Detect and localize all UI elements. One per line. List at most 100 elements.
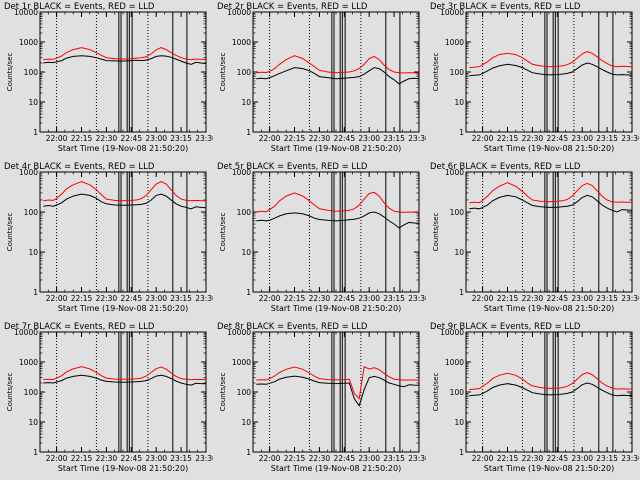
- x-tick-label: 23:15: [170, 134, 192, 143]
- x-tick-label: 22:15: [284, 454, 306, 463]
- chart-title: Det 9r BLACK = Events, RED = LLD: [430, 322, 581, 332]
- plot-frame: [465, 171, 633, 293]
- y-tick-label: 1000: [445, 38, 464, 47]
- x-axis-label: Start Time (19-Nov-08 21:50:20): [271, 144, 401, 153]
- y-tick-label: 1000: [19, 38, 38, 47]
- x-tick-label: 23:00: [358, 454, 380, 463]
- y-tick-label: 1: [459, 288, 464, 297]
- y-tick-label: 10: [28, 98, 38, 107]
- y-tick-label: 1000: [232, 168, 251, 177]
- x-tick-label: 22:00: [472, 134, 494, 143]
- x-tick-label: 23:00: [571, 134, 593, 143]
- y-tick-label: 10000: [440, 8, 464, 17]
- y-axis-label: Counts/sec: [432, 213, 440, 252]
- series-line-events: [469, 194, 633, 213]
- plot-frame: [252, 171, 420, 293]
- x-tick-label: 22:45: [120, 294, 142, 303]
- detector-panel-1: 1 10 100 1000 10000 22:00 22:15 22:30 22:45 23:00…: [0, 0, 213, 160]
- x-axis-label: Start Time (19-Nov-08 21:50:20): [271, 304, 401, 313]
- x-tick-label: 22:00: [46, 454, 68, 463]
- y-tick-label: 1: [246, 288, 251, 297]
- x-tick-label: 23:15: [170, 454, 192, 463]
- x-tick-label: 23:30: [195, 134, 213, 143]
- series-line-lld: [256, 191, 420, 213]
- y-tick-label: 10: [454, 248, 464, 257]
- detector-panel-5: 1 10 100 1000 22:00 22:15 22:30 22:45 23:00 23:15…: [213, 160, 426, 320]
- y-tick-label: 1: [33, 288, 38, 297]
- series-line-lld: [43, 180, 207, 202]
- series-line-events: [43, 55, 207, 65]
- x-tick-label: 23:00: [145, 134, 167, 143]
- y-tick-label: 100: [24, 68, 39, 77]
- y-tick-label: 100: [450, 208, 465, 217]
- x-axis-label: Start Time (19-Nov-08 21:50:20): [58, 464, 188, 473]
- x-tick-label: 23:00: [358, 134, 380, 143]
- y-tick-label: 1000: [19, 168, 38, 177]
- x-tick-label: 23:30: [408, 134, 426, 143]
- y-tick-label: 10000: [14, 328, 38, 337]
- detector-chart-svg: 1 10 100 1000 22:00 22:15 22:30 22:45 23:00 23:15…: [430, 162, 639, 313]
- y-tick-label: 10: [241, 98, 251, 107]
- x-tick-label: 23:15: [596, 454, 618, 463]
- y-tick-label: 10: [241, 418, 251, 427]
- x-tick-label: 23:00: [571, 454, 593, 463]
- y-tick-label: 100: [237, 68, 252, 77]
- x-axis-label: Start Time (19-Nov-08 21:50:20): [271, 464, 401, 473]
- series-line-lld: [256, 55, 420, 74]
- y-tick-label: 10000: [440, 328, 464, 337]
- y-tick-label: 1: [459, 128, 464, 137]
- chart-title: Det 2r BLACK = Events, RED = LLD: [217, 2, 368, 12]
- x-tick-label: 23:00: [145, 454, 167, 463]
- series-line-events: [256, 211, 420, 229]
- x-tick-label: 22:00: [472, 294, 494, 303]
- detector-chart-svg: 1 10 100 1000 10000 22:00 22:15 22:30 22:45 23:00…: [4, 2, 213, 153]
- x-tick-label: 22:30: [522, 454, 544, 463]
- y-tick-label: 1: [246, 128, 251, 137]
- detector-panel-9: 1 10 100 1000 10000 22:00 22:15 22:30 22:45 23:00…: [426, 320, 639, 480]
- x-tick-label: 22:00: [259, 294, 281, 303]
- y-tick-label: 1: [33, 448, 38, 457]
- x-tick-label: 22:15: [497, 294, 519, 303]
- detector-chart-svg: 1 10 100 1000 10000 22:00 22:15 22:30 22:45 23:00…: [430, 322, 639, 473]
- y-tick-label: 1000: [445, 168, 464, 177]
- x-tick-label: 23:00: [358, 294, 380, 303]
- y-tick-label: 1000: [232, 38, 251, 47]
- chart-title: Det 5r BLACK = Events, RED = LLD: [217, 162, 368, 172]
- series-line-events: [43, 374, 207, 386]
- x-tick-label: 23:15: [596, 294, 618, 303]
- y-axis-label: Counts/sec: [6, 373, 14, 412]
- x-tick-label: 22:45: [120, 134, 142, 143]
- chart-title: Det 8r BLACK = Events, RED = LLD: [217, 322, 368, 332]
- x-tick-label: 23:30: [621, 134, 639, 143]
- series-line-lld: [256, 365, 420, 400]
- y-tick-label: 1: [246, 448, 251, 457]
- x-tick-label: 23:00: [571, 294, 593, 303]
- y-tick-label: 1: [33, 128, 38, 137]
- x-tick-label: 22:15: [284, 134, 306, 143]
- x-tick-label: 22:15: [71, 134, 93, 143]
- x-axis-label: Start Time (19-Nov-08 21:50:20): [484, 464, 614, 473]
- x-tick-label: 22:30: [522, 134, 544, 143]
- y-tick-label: 10: [241, 248, 251, 257]
- detector-panel-4: 1 10 100 1000 22:00 22:15 22:30 22:45 23:00 23:15…: [0, 160, 213, 320]
- x-tick-label: 22:15: [71, 454, 93, 463]
- x-tick-label: 23:15: [383, 134, 405, 143]
- x-tick-label: 23:15: [170, 294, 192, 303]
- x-tick-label: 22:45: [546, 294, 568, 303]
- chart-title: Det 6r BLACK = Events, RED = LLD: [430, 162, 581, 172]
- x-tick-label: 22:00: [259, 454, 281, 463]
- plot-frame: [39, 11, 207, 133]
- y-axis-label: Counts/sec: [432, 373, 440, 412]
- x-tick-label: 22:45: [333, 294, 355, 303]
- x-tick-label: 23:30: [195, 294, 213, 303]
- x-tick-label: 23:15: [596, 134, 618, 143]
- detector-chart-svg: 1 10 100 1000 22:00 22:15 22:30 22:45 23:00 23:15…: [217, 162, 426, 313]
- x-tick-label: 22:15: [497, 454, 519, 463]
- plot-frame: [39, 331, 207, 453]
- detector-chart-svg: 1 10 100 1000 22:00 22:15 22:30 22:45 23:00 23:15…: [4, 162, 213, 313]
- y-tick-label: 100: [24, 388, 39, 397]
- y-tick-label: 100: [237, 388, 252, 397]
- y-tick-label: 1000: [445, 358, 464, 367]
- y-tick-label: 10: [454, 418, 464, 427]
